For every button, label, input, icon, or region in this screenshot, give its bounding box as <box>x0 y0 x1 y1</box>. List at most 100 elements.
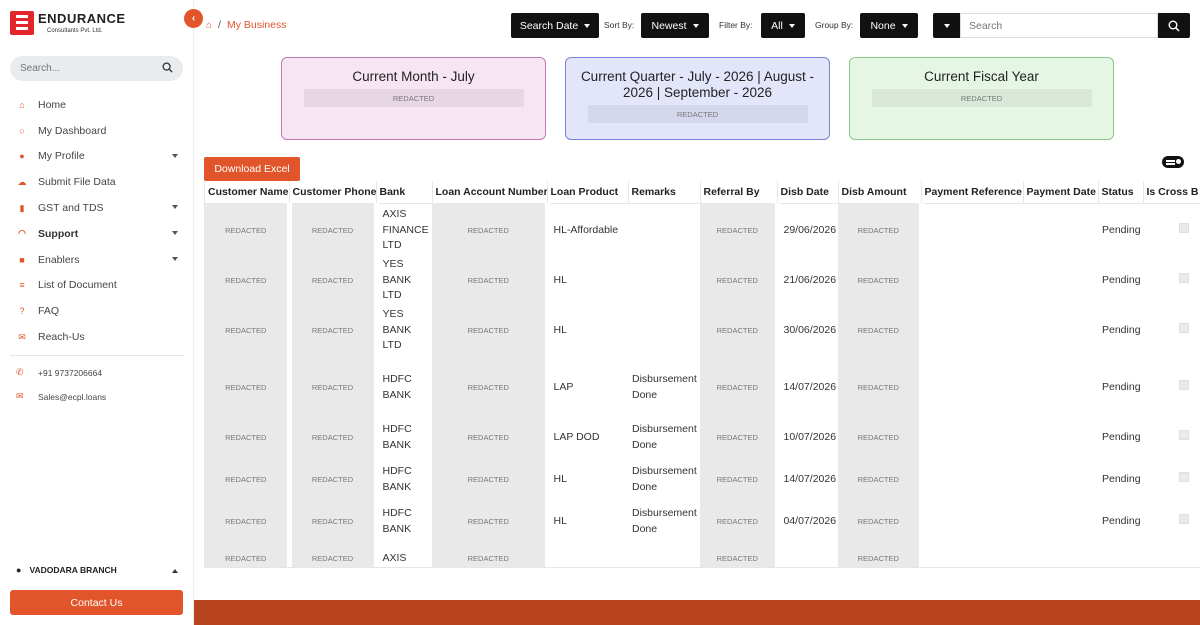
card-current-month: Current Month - July REDACTED <box>281 57 546 140</box>
business-table[interactable]: Customer Name Customer Phone Bank Loan A… <box>204 181 1200 568</box>
table-row[interactable]: REDACTED REDACTED HDFC BANK REDACTED HL Disbu… <box>205 501 1200 542</box>
sidebar-nav: ⌂ Home ○ My Dashboard ● My Profile ☁ Sub… <box>0 92 194 350</box>
contact-us-button[interactable]: Contact Us <box>10 590 183 615</box>
remarks-cell: Disbursement Done <box>632 507 697 535</box>
remarks-cell <box>628 257 700 304</box>
cross-checkbox[interactable] <box>1179 429 1189 440</box>
column-header[interactable]: Remarks <box>628 181 701 204</box>
disb-date-cell: 21/06/2026 <box>783 273 837 286</box>
brand-logo[interactable]: ENDURANCE Consultants Pvt. Ltd. <box>10 10 130 38</box>
column-header[interactable]: Payment Reference <box>921 181 1024 204</box>
filter-dropdown[interactable]: All <box>761 13 805 38</box>
loan-product-cell: HL <box>553 514 567 527</box>
referral-cell: REDACTED <box>700 457 780 502</box>
cross-checkbox[interactable] <box>1179 471 1189 482</box>
table-row[interactable]: REDACTED REDACTED HDFC BANK REDACTED HL Disbu… <box>205 457 1200 502</box>
top-search-input[interactable] <box>961 14 1157 37</box>
sidebar-item-gst[interactable]: ▮ GST and TDS <box>0 195 194 221</box>
payment-date-cell <box>1023 203 1098 257</box>
column-header[interactable]: Customer Name <box>205 181 290 204</box>
cross-checkbox[interactable] <box>1179 513 1189 524</box>
cross-checkbox-cell <box>1143 458 1200 502</box>
loan-account-cell: REDACTED <box>432 357 550 418</box>
search-icon[interactable] <box>162 62 173 73</box>
sidebar-item-profile[interactable]: ● My Profile <box>0 144 194 170</box>
breadcrumb-current[interactable]: My Business <box>226 19 287 31</box>
card-current-fiscal-year: Current Fiscal Year REDACTED <box>849 57 1114 140</box>
cross-checkbox[interactable] <box>1179 379 1189 390</box>
card-current-quarter: Current Quarter - July - 2026 | August -… <box>565 57 830 140</box>
cross-checkbox-cell <box>1143 304 1200 358</box>
envelope-icon: ✉ <box>18 331 26 342</box>
search-field-dropdown[interactable] <box>933 13 960 38</box>
file-icon: ▮ <box>19 202 25 213</box>
table-row[interactable]: REDACTED REDACTED HDFC BANK REDACTED LAP DOD… <box>205 417 1200 458</box>
table-row[interactable]: REDACTED REDACTED HDFC BANK REDACTED LAP Disb… <box>205 357 1200 418</box>
sidebar-item-label: Reach-Us <box>38 331 85 344</box>
column-header[interactable]: Customer Phone <box>289 181 377 204</box>
loan-account-cell: REDACTED <box>432 303 550 358</box>
cross-checkbox[interactable] <box>1179 272 1189 283</box>
sidebar-item-dashboard[interactable]: ○ My Dashboard <box>0 118 194 144</box>
loan-product-cell: HL <box>553 472 567 485</box>
column-header[interactable]: Payment Date <box>1023 181 1099 204</box>
cross-checkbox[interactable] <box>1179 222 1189 233</box>
column-header[interactable]: Bank <box>376 181 433 204</box>
brand-name: ENDURANCE <box>38 11 126 26</box>
branch-selector[interactable]: ● VADODARA BRANCH <box>16 565 184 575</box>
table-row[interactable]: REDACTED REDACTED AXIS REDACTED REDACTED REDA… <box>205 541 1200 567</box>
divider <box>10 355 184 356</box>
filter-value: All <box>771 19 783 32</box>
sidebar-item-documents[interactable]: ≡ List of Document <box>0 273 194 299</box>
sidebar-item-home[interactable]: ⌂ Home <box>0 92 194 118</box>
bank-cell: AXIS <box>382 551 407 564</box>
sidebar-item-enablers[interactable]: ■ Enablers <box>0 247 194 273</box>
column-settings-icon[interactable] <box>1162 156 1184 168</box>
caret-down-icon <box>584 23 591 28</box>
filter-by-label: Filter By: <box>719 20 753 30</box>
table-row[interactable]: REDACTED REDACTED AXIS FINANCE LTD REDACTED… <box>205 203 1200 257</box>
column-header[interactable]: Status <box>1098 181 1144 204</box>
column-header[interactable]: Is Cross B <box>1143 181 1200 204</box>
brand-subtitle: Consultants Pvt. Ltd. <box>47 28 103 34</box>
search-button[interactable] <box>1158 13 1190 38</box>
sidebar-item-faq[interactable]: ? FAQ <box>0 298 194 324</box>
loan-product-cell: HL-Affordable <box>553 223 619 236</box>
column-header[interactable]: Loan Account Number <box>432 181 548 204</box>
table-row[interactable]: REDACTED REDACTED YES BANK LTD REDACTED HL RE… <box>205 303 1200 358</box>
status-cell: Pending <box>1102 380 1141 393</box>
table-row[interactable]: REDACTED REDACTED YES BANK LTD REDACTED HL RE… <box>205 257 1200 304</box>
contact-phone[interactable]: ✆ +91 9737206664 <box>16 367 102 378</box>
sort-dropdown[interactable]: Newest <box>641 13 709 38</box>
group-dropdown[interactable]: None <box>860 13 918 38</box>
cross-checkbox-cell <box>1143 502 1200 542</box>
cross-checkbox-cell <box>1143 203 1200 257</box>
customer-name-cell: REDACTED <box>205 541 292 567</box>
payment-reference-cell <box>921 358 1023 418</box>
sidebar-item-submit-file[interactable]: ☁ Submit File Data <box>0 169 194 195</box>
disb-amount-cell: REDACTED <box>838 501 924 542</box>
column-header[interactable]: Disb Amount <box>838 181 922 204</box>
customer-name-cell: REDACTED <box>205 457 292 502</box>
sidebar-item-reach-us[interactable]: ✉ Reach-Us <box>0 324 194 350</box>
sidebar-item-label: Support <box>38 227 79 240</box>
download-excel-button[interactable]: Download Excel <box>204 157 300 181</box>
sidebar-search-input[interactable] <box>10 56 150 81</box>
cloud-upload-icon: ☁ <box>17 176 27 187</box>
sidebar-item-support[interactable]: ◠ Support <box>0 221 194 247</box>
contact-email[interactable]: ✉ Sales@ecpl.loans <box>16 391 106 402</box>
customer-name-cell: REDACTED <box>205 257 292 304</box>
collapse-sidebar-button[interactable]: ‹ <box>184 9 203 28</box>
home-icon[interactable]: ⌂ <box>206 19 213 31</box>
email-address: Sales@ecpl.loans <box>38 391 107 402</box>
phone-number: +91 9737206664 <box>38 367 103 378</box>
list-icon: ≡ <box>19 280 25 291</box>
column-header[interactable]: Loan Product <box>547 181 629 204</box>
column-header[interactable]: Referral By <box>700 181 778 204</box>
search-date-dropdown[interactable]: Search Date <box>511 13 599 38</box>
loan-product-cell: LAP <box>553 380 574 393</box>
footer-bar <box>194 600 1200 625</box>
payment-reference-cell <box>921 458 1023 502</box>
cross-checkbox[interactable] <box>1179 322 1189 333</box>
column-header[interactable]: Disb Date <box>777 181 839 204</box>
